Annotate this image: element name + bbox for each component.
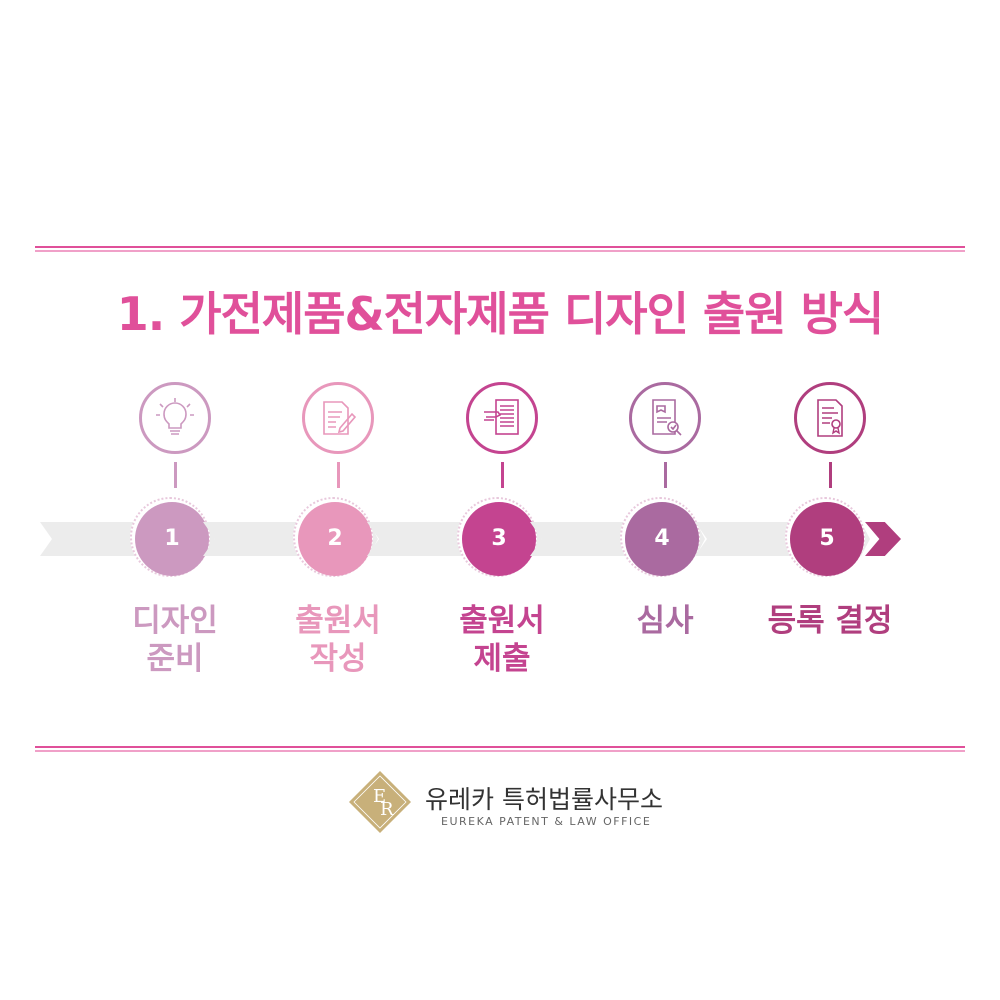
icon-circle [629,382,701,454]
step-label: 심사 [575,602,755,640]
firm-name-korean: 유레카 특허법률사무소 [425,780,663,816]
page-title: 1. 가전제품&전자제품 디자인 출원 방식 [0,278,1000,344]
document-pen-icon [318,398,358,438]
eureka-logo-icon: E R [348,770,412,834]
connector-line [829,462,832,488]
hand-document-icon [482,398,522,438]
top-divider [35,246,965,252]
connector-line [664,462,667,488]
step-number: 5 [790,502,864,576]
icon-circle [302,382,374,454]
step-number: 4 [625,502,699,576]
chevron-right-icon [865,522,901,556]
icon-circle [794,382,866,454]
step-5: 5 등록 결정 [750,380,910,700]
firm-name-english: EUREKA PATENT & LAW OFFICE [441,815,651,828]
bottom-divider [35,746,965,752]
connector-line [174,462,177,488]
icon-circle [139,382,211,454]
lightbulb-icon [155,398,195,438]
step-label: 출원서 제출 [412,602,592,678]
step-label: 등록 결정 [740,602,920,640]
step-number: 2 [298,502,372,576]
certificate-icon [810,398,850,438]
step-number: 3 [462,502,536,576]
svg-text:R: R [380,799,394,820]
step-label: 출원서 작성 [248,602,428,678]
connector-line [337,462,340,488]
step-label: 디자인 준비 [85,602,265,678]
document-search-icon [645,398,685,438]
connector-line [501,462,504,488]
step-number: 1 [135,502,209,576]
icon-circle [466,382,538,454]
